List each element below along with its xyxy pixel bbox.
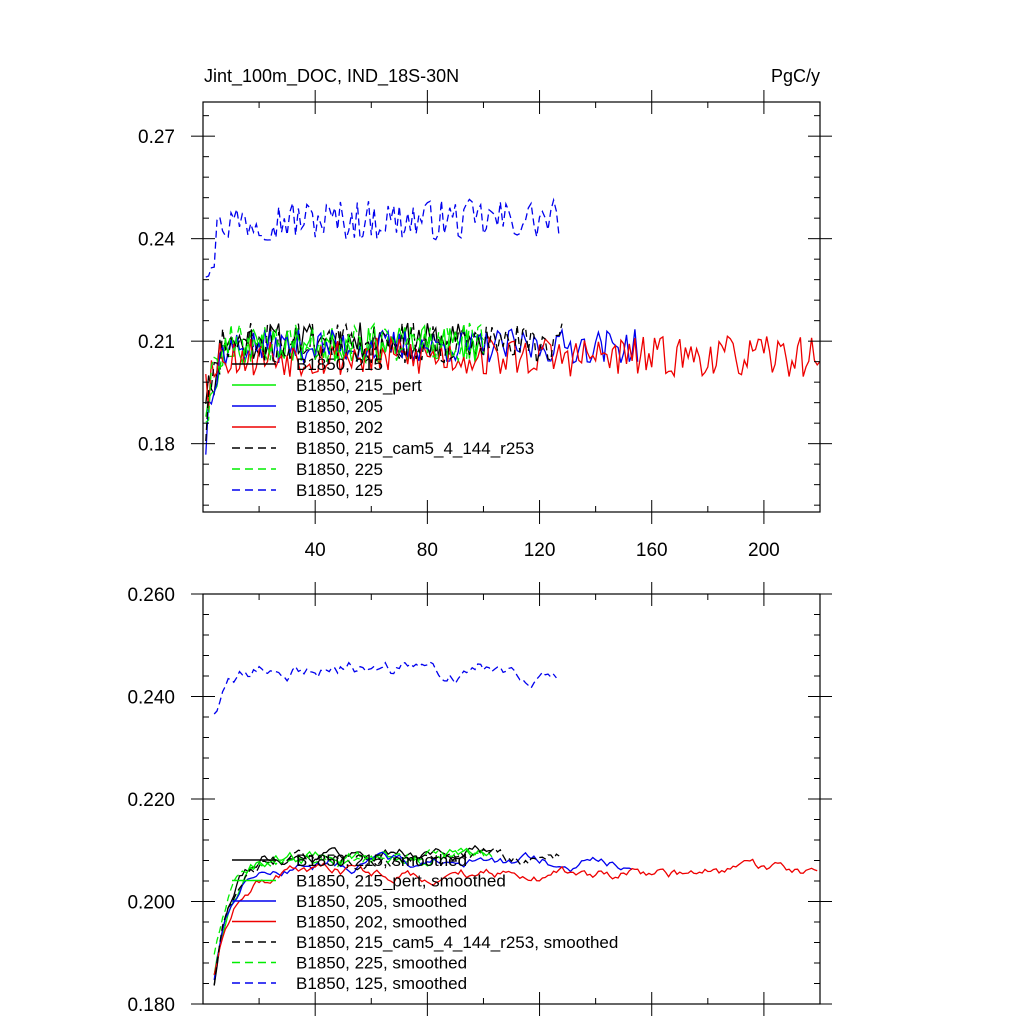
x-tick-label: 40 xyxy=(305,540,326,561)
series-line-1 xyxy=(213,847,493,976)
legend-label-0: B1850, 215, smoothed xyxy=(296,851,467,870)
series-line-6 xyxy=(205,197,560,278)
y-tick-label: 0.18 xyxy=(138,435,175,456)
y-tick-label: 0.260 xyxy=(127,585,175,606)
top-panel-frame xyxy=(202,101,821,513)
legend-label-4: B1850, 215_cam5_4_144_r253 xyxy=(296,439,534,458)
legend-label-2: B1850, 205 xyxy=(296,397,383,416)
y-tick-label: 0.240 xyxy=(127,688,175,709)
legend-label-4: B1850, 215_cam5_4_144_r253, smoothed xyxy=(296,933,618,952)
series-line-6 xyxy=(213,661,557,715)
x-tick-label: 120 xyxy=(524,540,556,561)
top-panel-ticks: 40 80 120 160 200 0.18 0.21 0.24 0.27 xyxy=(138,90,832,561)
top-panel-legend: B1850, 215 B1850, 215_pert B1850, 205 B1850… xyxy=(232,355,534,500)
bottom-panel-legend: B1850, 215, smoothed B1850, 215_pert, smo… xyxy=(232,851,618,993)
legend-label-6: B1850, 125 xyxy=(296,481,383,500)
legend-label-3: B1850, 202, smoothed xyxy=(296,913,467,932)
y-tick-label: 0.21 xyxy=(138,332,175,353)
x-tick-label: 200 xyxy=(748,540,780,561)
series-line-3 xyxy=(213,858,818,976)
y-tick-label: 0.27 xyxy=(138,127,175,148)
legend-label-0: B1850, 215 xyxy=(296,355,383,374)
x-tick-label: 160 xyxy=(636,540,668,561)
top-panel: Jint_100m_DOC, IND_18S-30N PgC/y 40 80 120… xyxy=(138,66,832,561)
top-panel-units: PgC/y xyxy=(771,66,820,86)
y-tick-label: 0.200 xyxy=(127,893,175,914)
series-line-4 xyxy=(205,322,563,442)
legend-label-5: B1850, 225 xyxy=(296,460,383,479)
legend-label-6: B1850, 125, smoothed xyxy=(296,974,467,993)
legend-label-5: B1850, 225, smoothed xyxy=(296,954,467,973)
series-line-3 xyxy=(205,334,821,410)
legend-label-1: B1850, 215_pert, smoothed xyxy=(296,872,506,891)
top-panel-series xyxy=(205,197,821,455)
legend-label-3: B1850, 202 xyxy=(296,418,383,437)
series-line-5 xyxy=(213,847,487,955)
legend-label-2: B1850, 205, smoothed xyxy=(296,892,467,911)
y-tick-label: 0.180 xyxy=(127,995,175,1016)
x-tick-label: 80 xyxy=(417,540,438,561)
y-tick-label: 0.220 xyxy=(127,790,175,811)
legend-label-1: B1850, 215_pert xyxy=(296,376,422,395)
y-tick-label: 0.24 xyxy=(138,230,175,251)
bottom-panel-series xyxy=(213,661,818,986)
series-line-4 xyxy=(213,846,560,986)
bottom-panel-ticks: 0.180 0.200 0.220 0.240 0.260 xyxy=(127,582,832,1016)
series-line-5 xyxy=(205,322,485,423)
top-panel-title: Jint_100m_DOC, IND_18S-30N xyxy=(204,66,459,87)
bottom-panel: 0.180 0.200 0.220 0.240 0.260 B1850, 215, sm… xyxy=(127,582,832,1016)
